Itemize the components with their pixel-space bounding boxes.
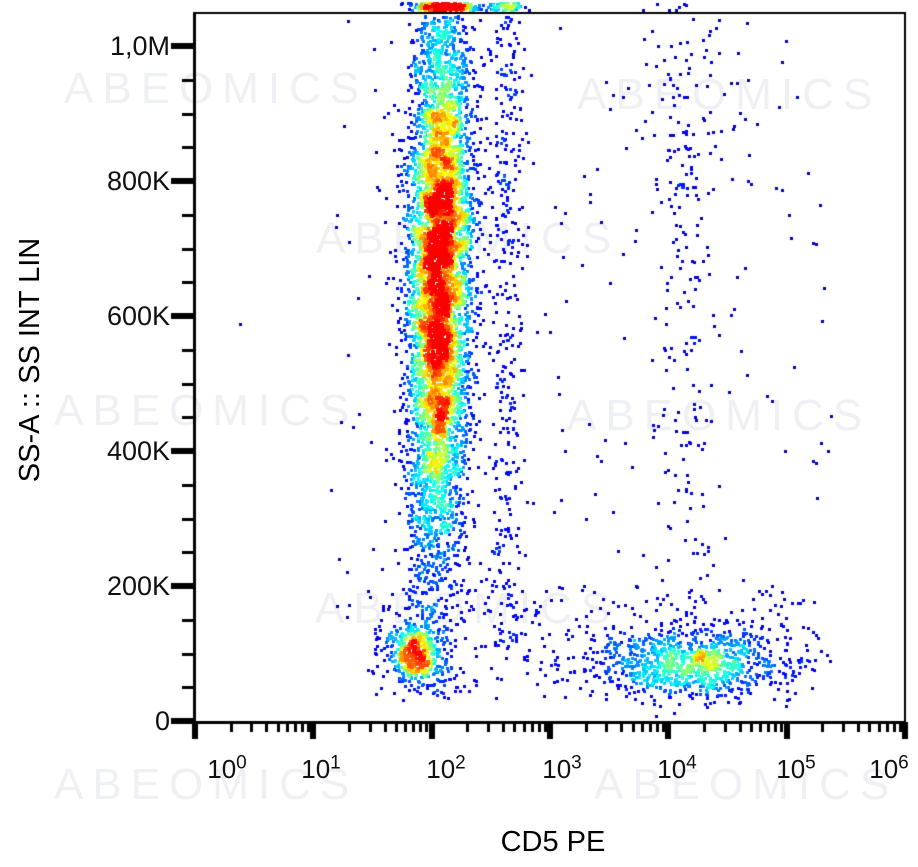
y-tick-label: 800K	[106, 166, 170, 196]
y-tick-label: 0	[154, 706, 170, 736]
x-tick-label: 106	[869, 752, 909, 784]
y-tick-label: 1,0M	[109, 31, 170, 61]
x-tick-label: 103	[542, 752, 582, 784]
y-tick-label: 600K	[106, 301, 170, 331]
x-tick-label: 101	[301, 752, 341, 784]
x-tick-label: 100	[207, 752, 247, 784]
y-axis-title: SS-A :: SS INT LIN	[14, 237, 46, 483]
x-tick-label: 104	[657, 752, 697, 784]
x-axis-title: CD5 PE	[500, 826, 606, 858]
y-tick-label: 200K	[106, 571, 170, 601]
y-tick-label: 400K	[106, 436, 170, 466]
x-tick-label: 105	[776, 752, 816, 784]
x-tick-label: 102	[426, 752, 466, 784]
